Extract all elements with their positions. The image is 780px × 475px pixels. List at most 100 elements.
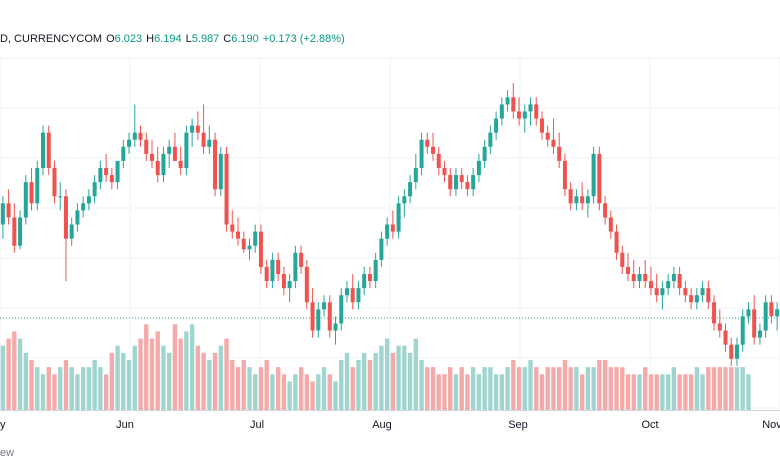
volume-bar xyxy=(482,367,487,410)
candle-body xyxy=(258,231,263,267)
volume-bar xyxy=(80,367,86,410)
candle-body xyxy=(149,153,154,161)
high-value: 6.194 xyxy=(154,33,182,45)
candle-body xyxy=(132,132,137,140)
volume-bar xyxy=(12,331,17,410)
candle-body xyxy=(190,125,195,133)
volume-bar xyxy=(362,352,367,410)
candle-body xyxy=(184,132,189,168)
candle-body xyxy=(408,182,413,197)
volume-bar xyxy=(63,360,69,410)
volume-bar xyxy=(207,360,212,410)
volume-bar xyxy=(545,367,550,410)
candle-body xyxy=(763,302,768,331)
volume-bar xyxy=(694,367,700,410)
candle-body xyxy=(700,288,705,296)
candle-body xyxy=(505,97,510,105)
candle-body xyxy=(310,302,315,331)
volume-bar xyxy=(46,367,51,410)
high-label: H xyxy=(146,33,155,45)
volume-bar xyxy=(275,367,281,410)
candle-body xyxy=(402,196,407,204)
volume-bar xyxy=(717,367,722,410)
low-value: 5.987 xyxy=(191,33,220,45)
candle-body xyxy=(390,224,395,232)
candle-body xyxy=(104,168,109,176)
volume-bar xyxy=(574,367,579,410)
volume-bar xyxy=(746,374,751,410)
candle-body xyxy=(717,323,722,331)
volume-bar xyxy=(614,367,619,410)
candle-body xyxy=(522,111,527,119)
volume-bar xyxy=(241,360,246,410)
candle-body xyxy=(350,288,355,303)
candle-body xyxy=(18,217,23,246)
candle-body xyxy=(568,189,573,204)
candle-body xyxy=(734,344,739,359)
candle-body xyxy=(511,97,516,112)
candle-body xyxy=(465,182,470,190)
candle-body xyxy=(236,231,241,239)
volume-bar xyxy=(671,367,677,410)
volume-bar xyxy=(0,345,6,410)
volume-bar xyxy=(333,381,338,410)
candle-body xyxy=(723,330,728,345)
x-tick-label: Jul xyxy=(250,419,264,431)
symbol-label: D, CURRENCYCOM xyxy=(0,33,103,45)
candle-body xyxy=(293,252,298,282)
candle-body xyxy=(660,288,665,296)
close-label: C xyxy=(223,33,232,45)
candle-body xyxy=(247,245,252,250)
volume-bar xyxy=(126,360,132,410)
volume-bar xyxy=(608,367,613,410)
candle-body xyxy=(557,146,562,161)
volume-bar xyxy=(115,345,120,410)
x-tick-label: Oct xyxy=(641,419,658,431)
candle-body xyxy=(562,160,567,190)
candle-body xyxy=(534,104,539,119)
candle-body xyxy=(471,175,476,190)
volume-bar xyxy=(287,381,292,410)
candle-body xyxy=(528,104,533,112)
open-value: 6.023 xyxy=(114,33,143,45)
candle-body xyxy=(482,146,487,161)
candle-body xyxy=(115,160,120,183)
volume-bar xyxy=(212,352,218,410)
x-tick-label: Jun xyxy=(116,419,134,431)
candle-body xyxy=(144,139,149,154)
candle-body xyxy=(494,118,499,133)
candle-body xyxy=(643,274,648,282)
volume-bar xyxy=(339,360,344,410)
candle-body xyxy=(620,252,625,267)
volume-bar xyxy=(625,374,631,410)
candle-body xyxy=(442,168,447,176)
volume-bar xyxy=(356,360,361,410)
candle-body xyxy=(757,330,762,338)
volume-bar xyxy=(201,352,206,410)
x-tick-label: Aug xyxy=(372,419,392,431)
candle-body xyxy=(281,274,286,289)
volume-bar xyxy=(184,331,189,410)
volume-bar xyxy=(109,352,115,410)
candle-body xyxy=(86,196,91,204)
volume-bar xyxy=(511,360,516,410)
volume-bar xyxy=(17,338,23,410)
candle-body xyxy=(0,203,5,225)
volume-bar xyxy=(155,331,160,410)
volume-bar xyxy=(568,367,573,410)
volume-bar xyxy=(448,367,453,410)
volume-bar xyxy=(86,367,92,410)
candle-body xyxy=(344,288,349,296)
candle-body xyxy=(201,132,206,147)
volume-bar xyxy=(350,367,355,410)
volume-bar xyxy=(402,345,407,410)
candle-body xyxy=(304,266,309,303)
volume-bar xyxy=(132,345,137,410)
volume-bar xyxy=(643,367,648,410)
candle-body xyxy=(121,146,126,161)
candle-body xyxy=(333,323,338,331)
volume-bar xyxy=(253,374,258,410)
candle-body xyxy=(46,132,51,168)
